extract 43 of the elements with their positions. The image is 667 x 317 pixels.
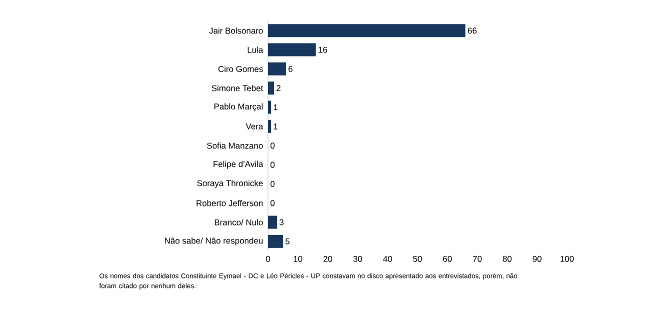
bar <box>268 24 466 38</box>
x-tick-label: 0 <box>266 256 270 262</box>
x-tick-label: 30 <box>353 256 362 262</box>
y-tick-label: Roberto Jefferson <box>196 200 263 206</box>
y-tick-label: Vera <box>246 123 264 130</box>
x-tick-label: 10 <box>294 256 302 262</box>
bar <box>268 216 277 229</box>
data-label: 0 <box>270 200 275 206</box>
data-label: 16 <box>318 46 328 53</box>
bar <box>268 100 271 114</box>
data-label: 66 <box>468 28 477 34</box>
data-label: 2 <box>276 85 280 92</box>
y-tick-label: Felipe d’Avila <box>214 160 264 169</box>
bar <box>268 82 274 95</box>
data-label: 0 <box>270 142 275 149</box>
x-tick-label: 100 <box>560 256 574 262</box>
bar <box>268 120 271 133</box>
data-label: 6 <box>288 66 292 72</box>
y-tick-label: Soraya Thronicke <box>197 180 263 188</box>
x-tick-label: 70 <box>473 256 482 262</box>
y-tick-label: Branco/ Nulo <box>214 219 263 226</box>
data-label: 1 <box>274 124 278 130</box>
y-tick-label: Sofia Manzano <box>207 142 263 149</box>
bar <box>268 43 316 56</box>
y-tick-label: Lula <box>248 46 264 53</box>
y-tick-label: Não sabe/ Não respondeu <box>164 237 263 246</box>
data-label: 0 <box>270 180 275 187</box>
y-tick-label: Simone Tebet <box>212 84 264 92</box>
x-tick-label: 80 <box>502 256 512 262</box>
x-tick-label: 50 <box>413 256 422 262</box>
data-label: 3 <box>280 219 284 226</box>
y-tick-label: Ciro Gomes <box>218 66 263 72</box>
data-label: 5 <box>286 238 290 244</box>
data-label: 0 <box>270 162 275 168</box>
y-tick-label: Jair Bolsonaro <box>209 27 263 34</box>
x-tick-label: 60 <box>443 256 452 262</box>
x-tick-label: 90 <box>532 256 542 262</box>
bar <box>268 234 283 248</box>
x-tick-label: 40 <box>383 256 392 262</box>
data-label: 1 <box>274 104 278 110</box>
x-tick-label: 20 <box>324 256 332 262</box>
y-tick-label: Pablo Marçal <box>214 103 263 112</box>
bar <box>268 62 286 76</box>
